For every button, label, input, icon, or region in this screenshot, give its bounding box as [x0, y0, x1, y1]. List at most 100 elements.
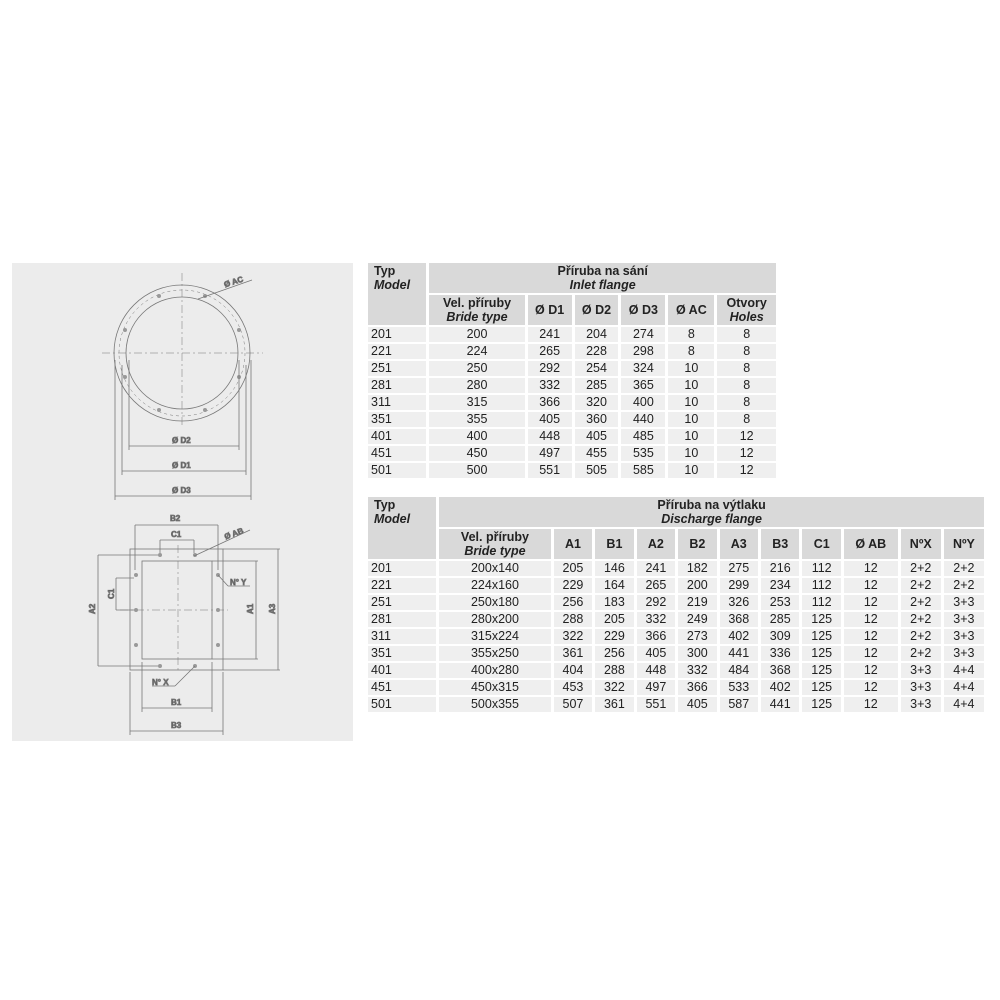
label-b2: B2 [170, 514, 181, 523]
value-cell: 315x224 [439, 629, 551, 644]
value-cell: 3+3 [943, 612, 984, 627]
table-row: 311 315x224 322 229 366 273 402 309 125 12 2+2 3+3 [368, 629, 984, 644]
value-cell: 322 [595, 680, 634, 695]
column-header-cs: Ø D1 [535, 303, 565, 317]
value-cell: 533 [719, 680, 758, 695]
value-cell: 12 [843, 629, 898, 644]
value-cell: 256 [553, 595, 593, 610]
value-cell: 12 [843, 646, 898, 661]
value-cell: 441 [761, 697, 800, 712]
model-cell: 251 [368, 595, 437, 610]
value-cell: 315 [429, 395, 525, 410]
column-header: Vel. příruby Bride type [439, 529, 551, 559]
value-cell: 500 [429, 463, 525, 478]
column-header: Ø AC [668, 295, 715, 325]
column-header: A3 [719, 529, 758, 559]
model-cell: 501 [368, 463, 427, 478]
column-header-cs: Vel. příruby [442, 296, 512, 310]
table-row: 201 200 241 204 274 8 8 [368, 327, 776, 342]
value-cell: 400x280 [439, 663, 551, 678]
column-header-en: Bride type [464, 544, 526, 558]
value-cell: 332 [678, 663, 717, 678]
value-cell: 112 [802, 595, 841, 610]
value-cell: 229 [553, 578, 593, 593]
table-row: 221 224 265 228 298 8 8 [368, 344, 776, 359]
value-cell: 405 [636, 646, 676, 661]
value-cell: 256 [595, 646, 634, 661]
label-b1: B1 [171, 698, 182, 707]
table-row: 501 500x355 507 361 551 405 587 441 125 12 3+3 4+4 [368, 697, 984, 712]
value-cell: 280 [429, 378, 525, 393]
value-cell: 8 [717, 412, 776, 427]
value-cell: 280x200 [439, 612, 551, 627]
column-header-cs: Otvory [726, 296, 767, 310]
value-cell: 234 [761, 578, 800, 593]
value-cell: 10 [668, 395, 715, 410]
value-cell: 2+2 [900, 578, 941, 593]
value-cell: 4+4 [943, 680, 984, 695]
value-cell: 405 [678, 697, 717, 712]
value-cell: 265 [636, 578, 676, 593]
value-cell: 309 [761, 629, 800, 644]
value-cell: 322 [553, 629, 593, 644]
value-cell: 402 [719, 629, 758, 644]
column-header: Ø AB [843, 529, 898, 559]
model-cell: 351 [368, 412, 427, 427]
value-cell: 200x140 [439, 561, 551, 576]
label-b3: B3 [171, 721, 182, 730]
value-cell: 366 [636, 629, 676, 644]
model-cell: 221 [368, 344, 427, 359]
value-cell: 250 [429, 361, 525, 376]
value-cell: 551 [636, 697, 676, 712]
column-header-cs: NºY [952, 537, 975, 551]
model-cell: 311 [368, 395, 427, 410]
column-header: B2 [678, 529, 717, 559]
model-header: Typ Model [368, 263, 427, 325]
value-cell: 455 [574, 446, 619, 461]
value-cell: 285 [574, 378, 619, 393]
label-ac: Ø AC [223, 275, 245, 290]
value-cell: 355x250 [439, 646, 551, 661]
value-cell: 12 [843, 663, 898, 678]
value-cell: 585 [621, 463, 666, 478]
model-cell: 351 [368, 646, 437, 661]
model-cell: 281 [368, 612, 437, 627]
table-row: 501 500 551 505 585 10 12 [368, 463, 776, 478]
value-cell: 497 [636, 680, 676, 695]
value-cell: 332 [636, 612, 676, 627]
value-cell: 164 [595, 578, 634, 593]
value-cell: 12 [717, 463, 776, 478]
value-cell: 320 [574, 395, 619, 410]
model-cell: 401 [368, 663, 437, 678]
value-cell: 183 [595, 595, 634, 610]
value-cell: 275 [719, 561, 758, 576]
value-cell: 224x160 [439, 578, 551, 593]
value-cell: 453 [553, 680, 593, 695]
value-cell: 365 [621, 378, 666, 393]
value-cell: 298 [621, 344, 666, 359]
value-cell: 288 [595, 663, 634, 678]
group-title-cs: Příruba na výtlaku [657, 498, 766, 512]
value-cell: 2+2 [943, 578, 984, 593]
value-cell: 3+3 [900, 680, 941, 695]
label-nx: N° X [152, 678, 169, 687]
value-cell: 450 [429, 446, 525, 461]
value-cell: 2+2 [943, 561, 984, 576]
inlet-group-header: Příruba na sání Inlet flange [429, 263, 776, 293]
value-cell: 535 [621, 446, 666, 461]
discharge-group-header: Příruba na výtlaku Discharge flange [439, 497, 984, 527]
column-header: A2 [636, 529, 676, 559]
model-cell: 311 [368, 629, 437, 644]
column-header-cs: NºX [909, 537, 932, 551]
technical-drawing: Ø AC Ø D2 Ø D1 Ø D3 [88, 273, 280, 735]
value-cell: 2+2 [900, 646, 941, 661]
value-cell: 250x180 [439, 595, 551, 610]
value-cell: 216 [761, 561, 800, 576]
value-cell: 8 [717, 327, 776, 342]
value-cell: 402 [761, 680, 800, 695]
value-cell: 273 [678, 629, 717, 644]
column-header-cs: A2 [647, 537, 664, 551]
value-cell: 448 [636, 663, 676, 678]
discharge-flange-drawing [97, 524, 280, 735]
value-cell: 12 [843, 595, 898, 610]
